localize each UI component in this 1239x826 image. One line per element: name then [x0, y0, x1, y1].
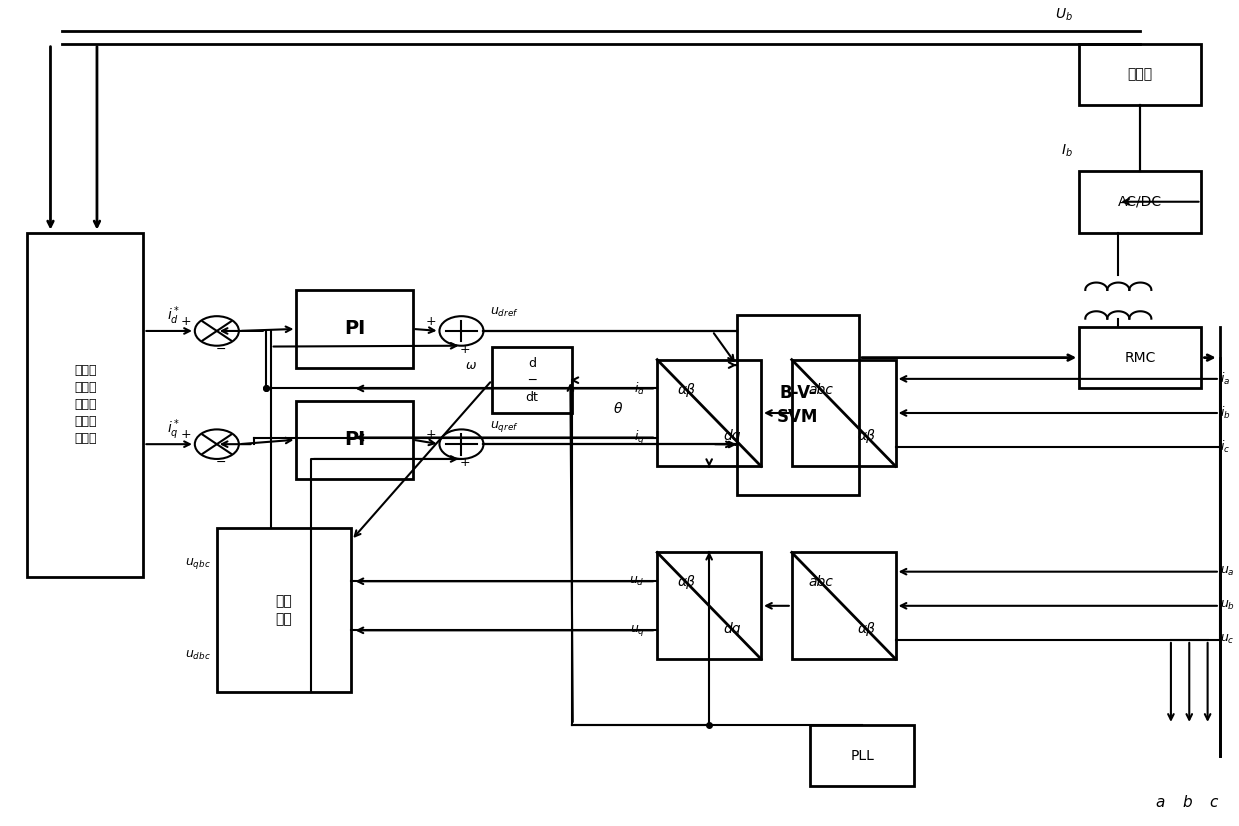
Text: αβ: αβ: [857, 622, 876, 636]
Text: $i_d^*$: $i_d^*$: [167, 305, 181, 327]
Bar: [657, 553, 761, 659]
Text: B-V-
SVM: B-V- SVM: [777, 384, 819, 425]
Text: −: −: [216, 456, 225, 468]
Text: $U_b$: $U_b$: [1056, 7, 1073, 23]
Bar: [810, 724, 914, 786]
Bar: [792, 359, 896, 467]
Text: αβ: αβ: [857, 430, 876, 444]
Text: abc: abc: [808, 576, 834, 589]
Text: αβ: αβ: [678, 382, 695, 396]
Bar: [1079, 171, 1202, 232]
Bar: [217, 528, 352, 692]
Text: $\theta$: $\theta$: [613, 401, 623, 416]
Text: $u_{dref}$: $u_{dref}$: [489, 306, 518, 320]
Bar: [296, 290, 413, 368]
Text: $i_a$: $i_a$: [1220, 371, 1230, 387]
Text: PI: PI: [343, 320, 366, 339]
Text: dq: dq: [724, 622, 741, 636]
Text: $i_q^*$: $i_q^*$: [167, 417, 181, 442]
Text: +: +: [425, 428, 436, 441]
Bar: [792, 553, 896, 659]
Text: $u_b$: $u_b$: [1220, 599, 1235, 612]
Bar: [492, 348, 571, 413]
Text: $i_q$: $i_q$: [634, 429, 646, 447]
Text: +: +: [425, 315, 436, 328]
Bar: [737, 315, 859, 495]
Bar: [657, 359, 761, 467]
Text: $i_c$: $i_c$: [1220, 439, 1230, 455]
Text: 耦合
补偿: 耦合 补偿: [276, 594, 292, 626]
Text: $u_q$: $u_q$: [629, 623, 646, 638]
Bar: [27, 232, 144, 577]
Text: $u_{qref}$: $u_{qref}$: [489, 419, 518, 434]
Text: +: +: [460, 456, 471, 468]
Text: +: +: [181, 315, 192, 328]
Text: d
─
dt: d ─ dt: [525, 357, 538, 404]
Text: $u_{qbc}$: $u_{qbc}$: [185, 557, 211, 572]
Text: $i_b$: $i_b$: [1220, 405, 1230, 421]
Text: 蓄电池: 蓄电池: [1127, 68, 1154, 82]
Text: $i_d$: $i_d$: [634, 381, 646, 396]
Text: $u_c$: $u_c$: [1220, 634, 1234, 647]
Text: $\omega$: $\omega$: [466, 359, 477, 372]
Text: $I_b$: $I_b$: [1062, 142, 1073, 159]
Text: b: b: [1182, 795, 1192, 810]
Bar: [296, 401, 413, 478]
Text: αβ: αβ: [678, 576, 695, 589]
Text: c: c: [1209, 795, 1218, 810]
Text: $u_{dbc}$: $u_{dbc}$: [185, 649, 211, 662]
Text: $u_a$: $u_a$: [1220, 565, 1234, 578]
Text: AC/DC: AC/DC: [1119, 195, 1162, 209]
Text: −: −: [216, 343, 225, 355]
Text: +: +: [460, 343, 471, 355]
Text: +: +: [181, 428, 192, 441]
Text: $u_d$: $u_d$: [629, 575, 646, 588]
Bar: [1079, 327, 1202, 388]
Text: RMC: RMC: [1125, 350, 1156, 364]
Text: dq: dq: [724, 430, 741, 444]
Text: abc: abc: [808, 382, 834, 396]
Text: 蓄电池
三段式
充电或
放电控
制信号: 蓄电池 三段式 充电或 放电控 制信号: [74, 364, 97, 445]
Text: PLL: PLL: [850, 748, 873, 762]
Text: PI: PI: [343, 430, 366, 449]
Text: a: a: [1155, 795, 1165, 810]
Bar: [1079, 44, 1202, 106]
